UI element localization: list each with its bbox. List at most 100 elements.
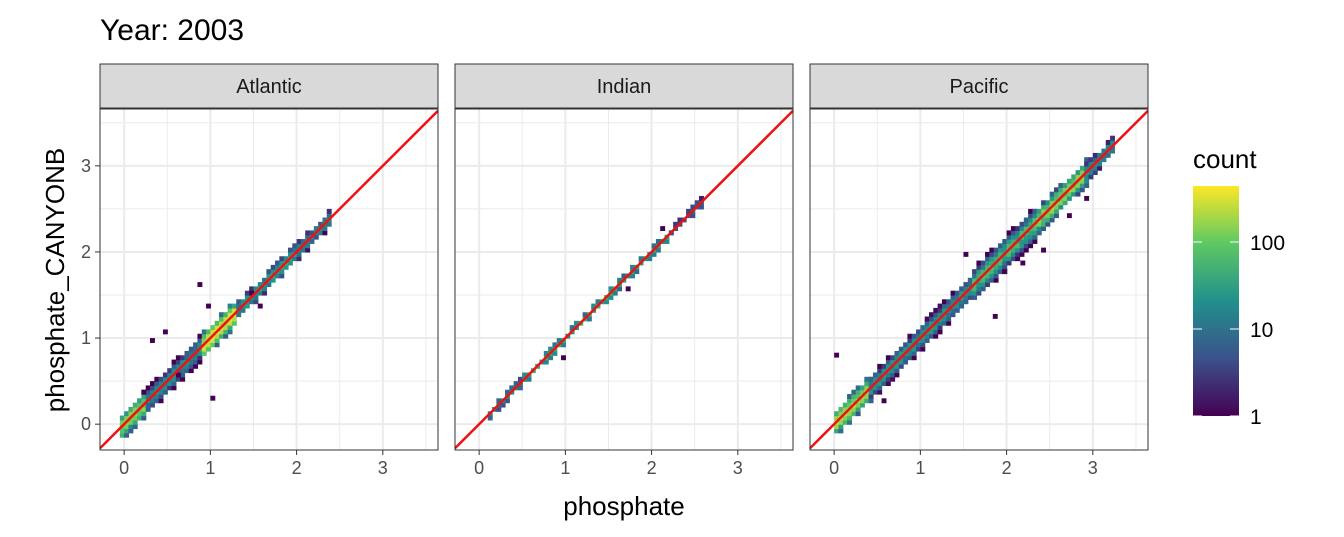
bin-cell [1036, 208, 1042, 214]
bin-cell [1041, 247, 1046, 253]
bin-cell [860, 402, 865, 408]
bin-cell [180, 368, 186, 374]
bin-cell [612, 290, 618, 296]
bin-cell [1028, 213, 1034, 219]
bin-cell [1088, 170, 1094, 176]
bin-cell [193, 355, 199, 361]
bin-cell [197, 355, 203, 361]
bin-cell [980, 264, 986, 270]
bin-cell [193, 363, 199, 369]
bin-cell [877, 368, 883, 374]
bin-cell [937, 320, 943, 326]
panel-border [454, 108, 794, 451]
bin-cell [834, 415, 840, 421]
bin-cell [279, 260, 285, 266]
bin-cell [907, 355, 913, 361]
bin-cell [842, 406, 848, 412]
bin-cell [993, 269, 999, 275]
bin-cell [864, 376, 870, 382]
bin-cell [937, 312, 943, 318]
bin-cell [894, 368, 900, 374]
bin-cell [505, 398, 510, 404]
facet-strip [99, 63, 439, 109]
legend-tick-label: 10 [1250, 319, 1273, 342]
facet-strip-label: Atlantic [236, 76, 302, 98]
bin-cell [552, 350, 558, 356]
bin-cell [1079, 187, 1085, 193]
bin-cell [1002, 269, 1008, 275]
bin-cell [249, 299, 255, 305]
bin-cell [946, 312, 952, 318]
bin-cell [1062, 183, 1068, 188]
x-tick-label: 2 [1002, 458, 1012, 478]
bin-cell [1066, 183, 1072, 188]
bin-cell [240, 307, 246, 313]
bin-cell [881, 368, 887, 374]
bin-cell [838, 424, 844, 430]
bin-cell [257, 303, 263, 309]
bin-cell [128, 424, 134, 430]
bin-cell [1010, 226, 1016, 232]
bin-cell [326, 208, 332, 214]
bin-cell [1023, 247, 1029, 253]
bin-cell [313, 226, 319, 232]
bin-cell [296, 243, 302, 249]
bin-cell [959, 303, 965, 309]
bin-cell [997, 264, 1003, 270]
bin-cell [1019, 226, 1025, 232]
bin-cell [287, 260, 293, 266]
bin-cell [175, 372, 181, 378]
bin-cell [1006, 243, 1012, 249]
bin-cell [1002, 264, 1008, 270]
bin-cell [985, 256, 990, 262]
bin-cell [1010, 247, 1016, 253]
bin-cell [1092, 165, 1098, 171]
bin-cell [963, 299, 969, 305]
bin-cell [262, 277, 268, 283]
bin-cell [1088, 174, 1094, 180]
bin-cell [1019, 239, 1025, 244]
bin-cell [1015, 251, 1021, 257]
bin-cell [227, 320, 233, 326]
bin-cell [322, 226, 328, 232]
bin-cell [193, 342, 199, 348]
facet-strip [809, 63, 1149, 109]
bin-cell [1054, 204, 1059, 210]
bin-cell [1041, 217, 1046, 223]
bin-cell [543, 359, 549, 365]
bin-cell [1023, 234, 1029, 240]
bin-cell [997, 260, 1003, 266]
bin-cell [980, 282, 986, 287]
bin-cell [1058, 191, 1064, 197]
bin-cell [318, 221, 324, 227]
bin-cell [1002, 243, 1008, 249]
bin-cell [890, 372, 896, 378]
bin-cell [1071, 174, 1077, 180]
bin-cell [171, 385, 177, 391]
bin-cell [586, 316, 592, 322]
bin-cell [1041, 204, 1046, 210]
bin-cell [890, 368, 896, 374]
x-tick-label: 0 [474, 458, 484, 478]
bin-cell [877, 389, 883, 395]
bin-cell [907, 333, 913, 339]
bin-cell [119, 432, 125, 438]
bin-cell [898, 346, 904, 352]
bin-cell [941, 320, 947, 326]
identity-line [99, 109, 439, 450]
bin-cell [1028, 230, 1034, 236]
bin-cell [946, 320, 952, 326]
bin-cell [145, 394, 151, 399]
bin-cell [1054, 213, 1059, 219]
bin-cell [137, 402, 142, 408]
bin-cell [985, 251, 990, 257]
bin-cell [167, 372, 173, 378]
bin-cell [137, 398, 142, 404]
bin-cell [1075, 187, 1081, 193]
bin-cell [997, 247, 1003, 253]
bin-cell [188, 346, 194, 352]
bin-cell [690, 204, 696, 210]
bin-cell [210, 338, 216, 343]
bin-cell [937, 307, 943, 313]
bin-cell [275, 260, 280, 266]
